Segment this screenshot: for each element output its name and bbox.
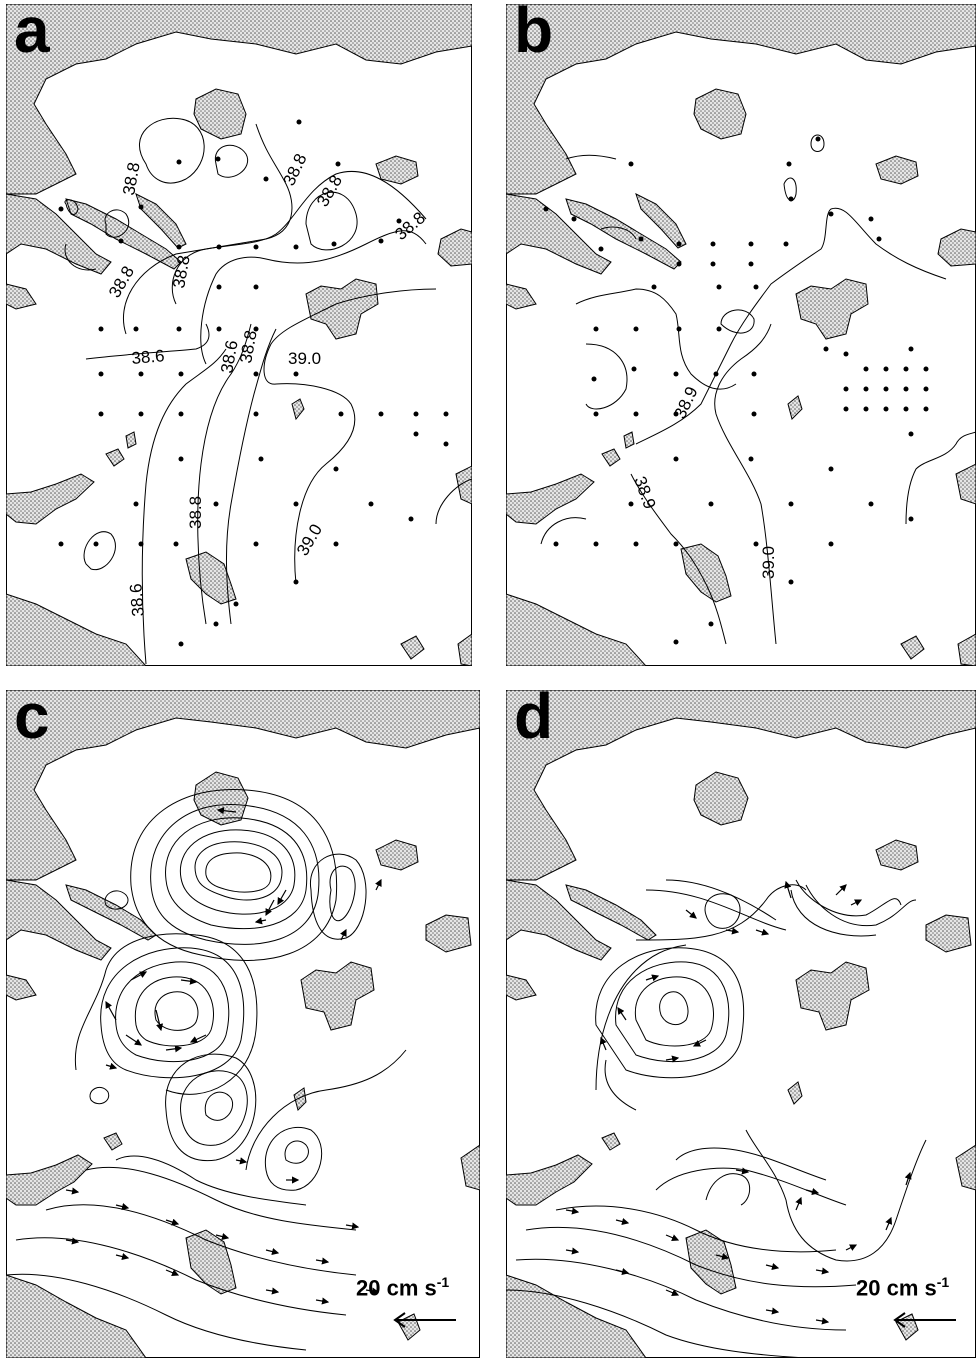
salinity-contours xyxy=(64,117,472,665)
island-small-1 xyxy=(787,1081,803,1105)
contour-label: 39.0 xyxy=(288,349,321,368)
island-skyros xyxy=(680,543,732,603)
island-skiathos xyxy=(601,1132,621,1151)
island-limnos xyxy=(795,278,869,340)
panel-letter-a: a xyxy=(14,0,50,66)
island-lesvos xyxy=(955,463,976,505)
map-d xyxy=(506,690,976,1358)
map-a: 38.8 38.8 38.8 38.8 38.8 38.8 38.6 38.6 … xyxy=(6,4,472,666)
island-small-3 xyxy=(957,633,976,666)
streamlines xyxy=(6,788,407,1351)
peninsula-2 xyxy=(65,884,157,941)
peninsula-3 xyxy=(635,193,687,249)
mainland-north xyxy=(506,4,976,195)
island-samothraki xyxy=(375,839,419,871)
island-skiathos xyxy=(601,448,621,467)
peninsula-3 xyxy=(135,193,187,249)
island-small-1 xyxy=(291,398,305,421)
island-skyros xyxy=(185,1229,237,1295)
mainland-west xyxy=(506,283,537,310)
island-thasos xyxy=(693,88,747,140)
peninsula-1 xyxy=(506,193,612,275)
island-lesvos xyxy=(460,1144,480,1191)
island-evia-n xyxy=(506,1154,593,1206)
contour-label: 38.8 xyxy=(186,496,205,529)
velocity-scale-label: 20 cm s-1 xyxy=(856,1274,950,1301)
island-samothraki xyxy=(375,155,419,185)
island-imbros xyxy=(437,228,472,267)
island-skyros xyxy=(185,551,237,605)
island-small-3 xyxy=(457,633,472,666)
island-samothraki xyxy=(875,839,919,871)
island-thasos xyxy=(693,771,749,826)
station-dots xyxy=(543,136,929,645)
island-small-2 xyxy=(900,635,925,660)
panel-letter-b: b xyxy=(514,0,554,66)
island-skopelos xyxy=(623,431,635,449)
island-limnos xyxy=(300,961,375,1031)
velocity-scale-label: 20 cm s-1 xyxy=(356,1274,450,1301)
island-small-1 xyxy=(293,1087,307,1111)
island-evia-n xyxy=(6,1154,93,1206)
station-dots xyxy=(58,119,449,647)
contour-label: 38.6 xyxy=(126,583,148,618)
island-evia-n xyxy=(506,473,595,525)
peninsula-2 xyxy=(565,884,657,941)
mainland-sw xyxy=(6,593,147,666)
mainland-north xyxy=(6,4,472,195)
island-small-1 xyxy=(787,395,803,420)
island-skyros xyxy=(685,1229,737,1295)
peninsula-1 xyxy=(6,879,112,961)
mainland-sw xyxy=(6,1274,147,1358)
mainland-sw xyxy=(506,1274,647,1358)
contour-label: 39.0 xyxy=(759,546,778,579)
panel-letter-d: d xyxy=(514,680,554,752)
panel-a-salinity-map: 38.8 38.8 38.8 38.8 38.8 38.8 38.6 38.6 … xyxy=(6,0,472,666)
mainland-west xyxy=(6,283,37,310)
velocity-scale-arrow xyxy=(393,1312,456,1328)
panel-letter-c: c xyxy=(14,680,50,752)
velocity-scale-arrow xyxy=(893,1312,956,1328)
island-imbros xyxy=(937,228,976,267)
island-thasos xyxy=(193,88,247,140)
island-small-2 xyxy=(400,635,425,660)
panel-d-current-map: d 20 cm s-1 xyxy=(506,684,976,1358)
island-samothraki xyxy=(875,155,919,185)
island-skiathos xyxy=(105,448,125,467)
mainland-west xyxy=(6,974,37,1001)
peninsula-1 xyxy=(506,879,612,961)
mainland-west xyxy=(506,974,537,1001)
current-arrows xyxy=(65,807,382,1305)
panel-b-salinity-map: 38.9 38.9 39.0 b xyxy=(506,0,976,666)
island-limnos xyxy=(795,961,870,1031)
map-c xyxy=(6,690,480,1358)
island-lesvos xyxy=(955,1144,976,1191)
island-limnos xyxy=(305,278,379,340)
mainland-sw xyxy=(506,593,647,666)
current-arrows xyxy=(565,880,912,1325)
island-evia-n xyxy=(6,473,95,525)
island-lesvos xyxy=(455,465,472,505)
island-skiathos xyxy=(103,1132,123,1151)
contour-label: 38.6 xyxy=(131,346,166,368)
salinity-contours xyxy=(540,134,976,645)
island-imbros xyxy=(425,914,472,953)
map-b: 38.9 38.9 39.0 xyxy=(506,4,976,666)
island-imbros xyxy=(925,914,972,953)
island-skopelos xyxy=(125,431,137,449)
peninsula-1 xyxy=(6,193,112,275)
panel-c-current-map: c 20 cm s-1 xyxy=(6,684,480,1358)
mainland-north xyxy=(6,690,480,881)
mainland-north xyxy=(506,690,976,881)
